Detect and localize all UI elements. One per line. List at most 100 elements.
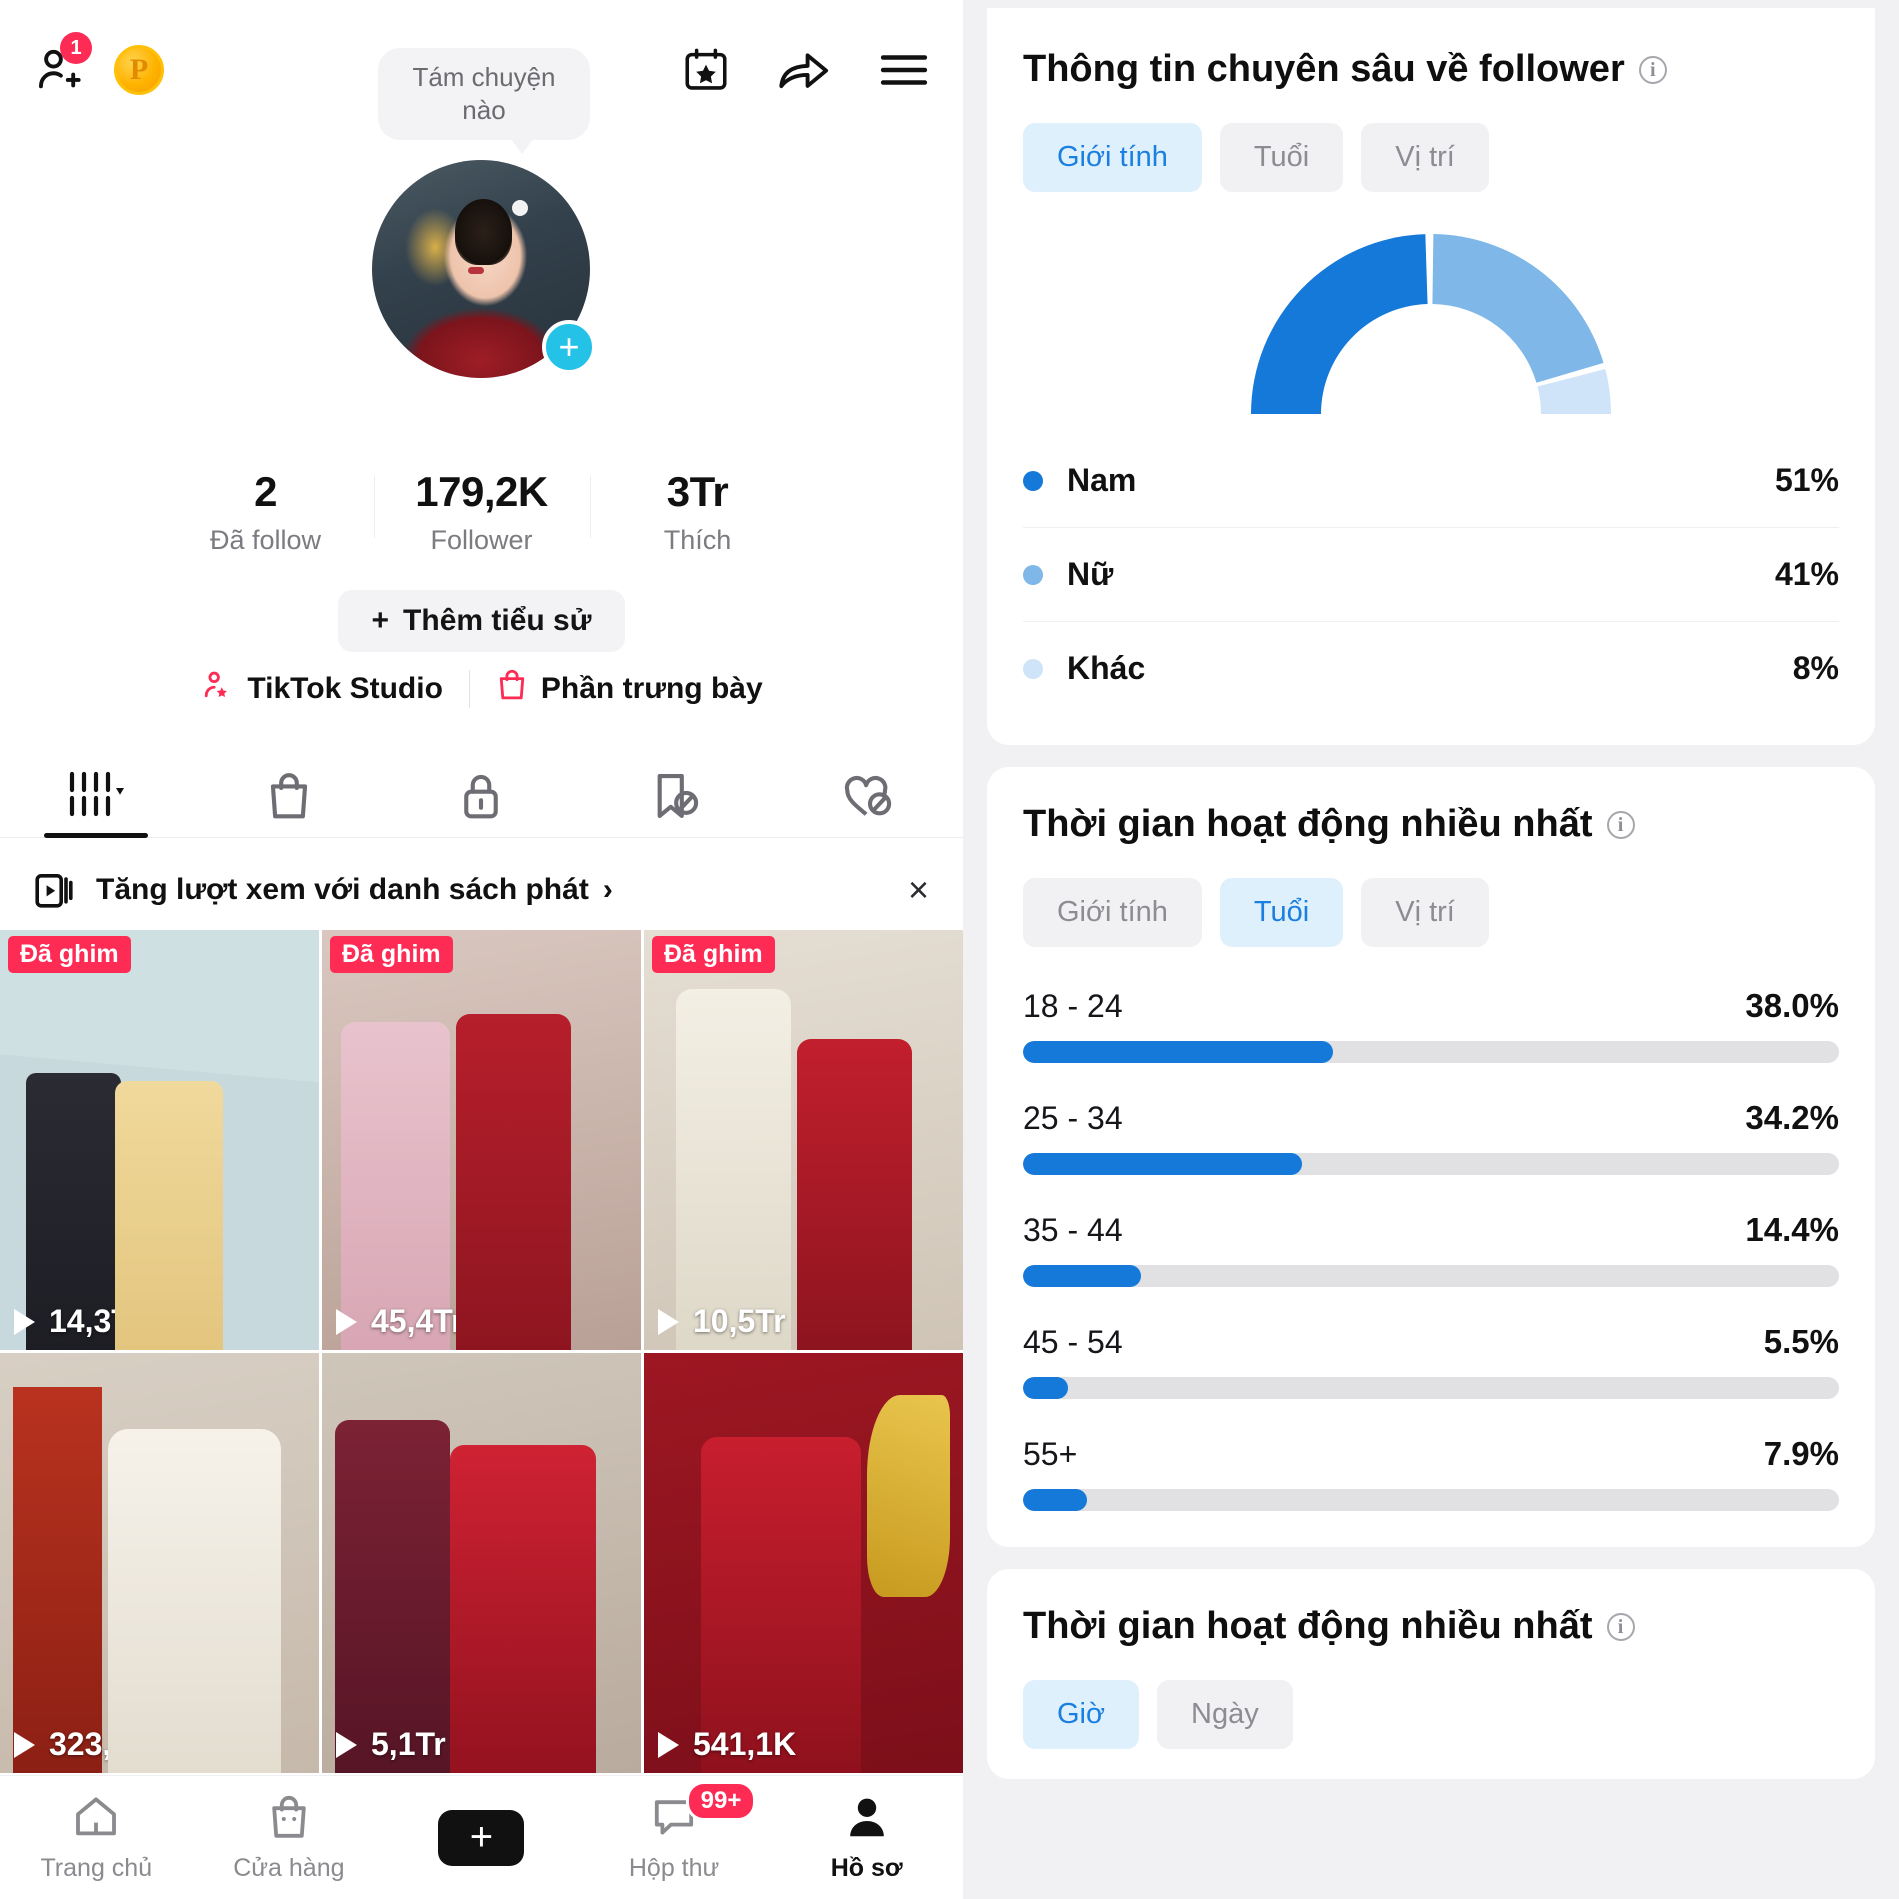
share-arrow-icon[interactable] [777,45,833,95]
video-cell[interactable]: 541,1K [644,1353,963,1773]
segment-location[interactable]: Vị trí [1361,123,1489,192]
tab-private[interactable] [385,770,578,837]
nav-item-home[interactable]: Trang chủ [0,1793,193,1883]
create-plus-icon[interactable]: + [429,1809,534,1866]
segment-location[interactable]: Vị trí [1361,878,1489,947]
bar-track [1023,1265,1839,1287]
home-icon [72,1793,120,1846]
bar-head: 45 - 54 5.5% [1023,1323,1839,1361]
stat-likes[interactable]: 3Tr Thích [589,468,806,556]
stat-value: 2 [254,468,277,515]
video-cell[interactable]: Đã ghim 14,3Tr [0,930,319,1350]
posts-grid-icon [66,770,126,827]
avatar-add-button[interactable]: + [542,320,596,374]
playlist-banner-text-group: Tăng lượt xem với danh sách phát › [96,873,613,907]
bar-row: 45 - 54 5.5% [1023,1323,1839,1399]
video-views: 541,1K [658,1726,796,1763]
nav-item-shop[interactable]: Cửa hàng [193,1793,386,1883]
stat-label: Đã follow [209,525,322,555]
gauge-slice-khac [1537,369,1611,414]
info-icon[interactable]: i [1606,1612,1635,1641]
info-icon[interactable]: i [1638,55,1667,84]
studio-person-star-icon [200,668,234,710]
gossip-tooltip-bubble[interactable]: Tám chuyện nào [378,48,590,154]
hamburger-menu-icon[interactable] [879,52,929,88]
profile-person-icon [844,1793,890,1846]
stat-label: Follower [430,525,533,555]
analytics-panel: Thông tin chuyên sâu về follower i Giới … [963,0,1899,1899]
nav-item-create[interactable]: + [385,1809,578,1866]
card-title: Thời gian hoạt động nhiều nhất i [1023,1605,1839,1648]
avatar[interactable]: + [372,160,596,378]
stat-followers[interactable]: 179,2K Follower [373,468,590,556]
segment-gender[interactable]: Giới tính [1023,878,1202,947]
tab-shop[interactable] [193,770,386,837]
time-card-title: Thời gian hoạt động nhiều nhất [1023,1605,1593,1647]
quick-link-showcase[interactable]: Phần trưng bày [496,668,763,710]
nav-item-profile[interactable]: Hồ sơ [770,1793,963,1883]
tab-posts[interactable] [0,770,193,838]
gauge-slice-nam [1251,234,1428,414]
legend-dot-khac [1023,658,1043,679]
add-bio-plus-icon: + [371,604,390,637]
bar-track [1023,1041,1839,1063]
bar-label: 45 - 54 [1023,1324,1123,1360]
add-friend-badge: 1 [60,32,92,64]
bar-value: 7.9% [1763,1435,1839,1472]
bar-label: 35 - 44 [1023,1212,1123,1248]
segment-day[interactable]: Ngày [1157,1680,1293,1749]
nav-label: Trang chủ [40,1853,153,1882]
video-cell[interactable]: Đã ghim 10,5Tr [644,930,963,1350]
tab-liked[interactable] [770,770,963,837]
stat-following[interactable]: 2 Đã follow [158,468,374,556]
segment-age[interactable]: Tuổi [1219,123,1344,192]
bar-head: 55+ 7.9% [1023,1435,1839,1473]
bar-head: 25 - 34 34.2% [1023,1099,1839,1137]
playlist-banner[interactable]: Tăng lượt xem với danh sách phát › × [0,848,963,932]
bottom-navigation: Trang chủ Cửa hàng + [0,1775,963,1899]
add-friend-icon[interactable]: 1 [34,32,92,96]
legend-value: 51% [1774,462,1839,498]
video-cell[interactable]: 5,1Tr [322,1353,641,1773]
play-icon [14,1308,35,1335]
bar-row: 55+ 7.9% [1023,1435,1839,1511]
bar-fill [1023,1377,1068,1399]
pinned-badge: Đã ghim [8,936,131,973]
video-views-value: 5,1Tr [371,1726,446,1762]
segment-age[interactable]: Tuổi [1219,878,1344,947]
calendar-star-icon[interactable] [681,45,731,95]
inbox-badge: 99+ [685,1780,757,1821]
play-icon [336,1308,357,1335]
legend-value: 8% [1792,650,1839,686]
playlist-icon [34,867,74,914]
close-icon[interactable]: × [907,869,929,910]
legend-label: Nam [1067,462,1137,498]
card-title: Thời gian hoạt động nhiều nhất i [1023,803,1839,846]
info-icon[interactable]: i [1606,810,1635,839]
video-cell[interactable]: Đã ghim 45,4Tr [322,930,641,1350]
age-activity-card: Thời gian hoạt động nhiều nhất i Giới tí… [987,767,1875,1547]
add-bio-label: Thêm tiểu sử [403,604,592,637]
shop-bag-icon [266,1793,312,1846]
segment-hour[interactable]: Giờ [1023,1680,1140,1749]
quick-link-label: TikTok Studio [247,672,443,705]
gender-legend: Nam 51% Nữ 41% Khác 8% [1023,434,1839,715]
legend-dot-nu [1023,564,1043,585]
profile-tabs [0,750,963,838]
avatar-highlight-dot [512,200,528,216]
bar-value: 38.0% [1745,987,1839,1024]
add-bio-button[interactable]: + Thêm tiểu sử [337,590,626,652]
nav-item-inbox[interactable]: 99+ Hộp thư [578,1780,771,1883]
video-cell[interactable]: 323,9K [0,1353,319,1773]
points-coin-icon[interactable]: P [114,45,164,95]
quick-link-tiktok-studio[interactable]: TikTok Studio [200,668,443,710]
age-segment-control: Giới tính Tuổi Vị trí [1023,878,1839,947]
profile-quick-links: TikTok Studio Phần trưng bày [0,668,963,710]
play-icon [658,1308,679,1335]
video-views-value: 10,5Tr [693,1303,786,1339]
bar-head: 35 - 44 14.4% [1023,1211,1839,1249]
time-activity-card: Thời gian hoạt động nhiều nhất i Giờ Ngà… [987,1569,1875,1779]
tab-saved[interactable] [578,770,771,837]
gender-gauge-chart [1023,218,1839,418]
segment-gender[interactable]: Giới tính [1023,123,1202,192]
